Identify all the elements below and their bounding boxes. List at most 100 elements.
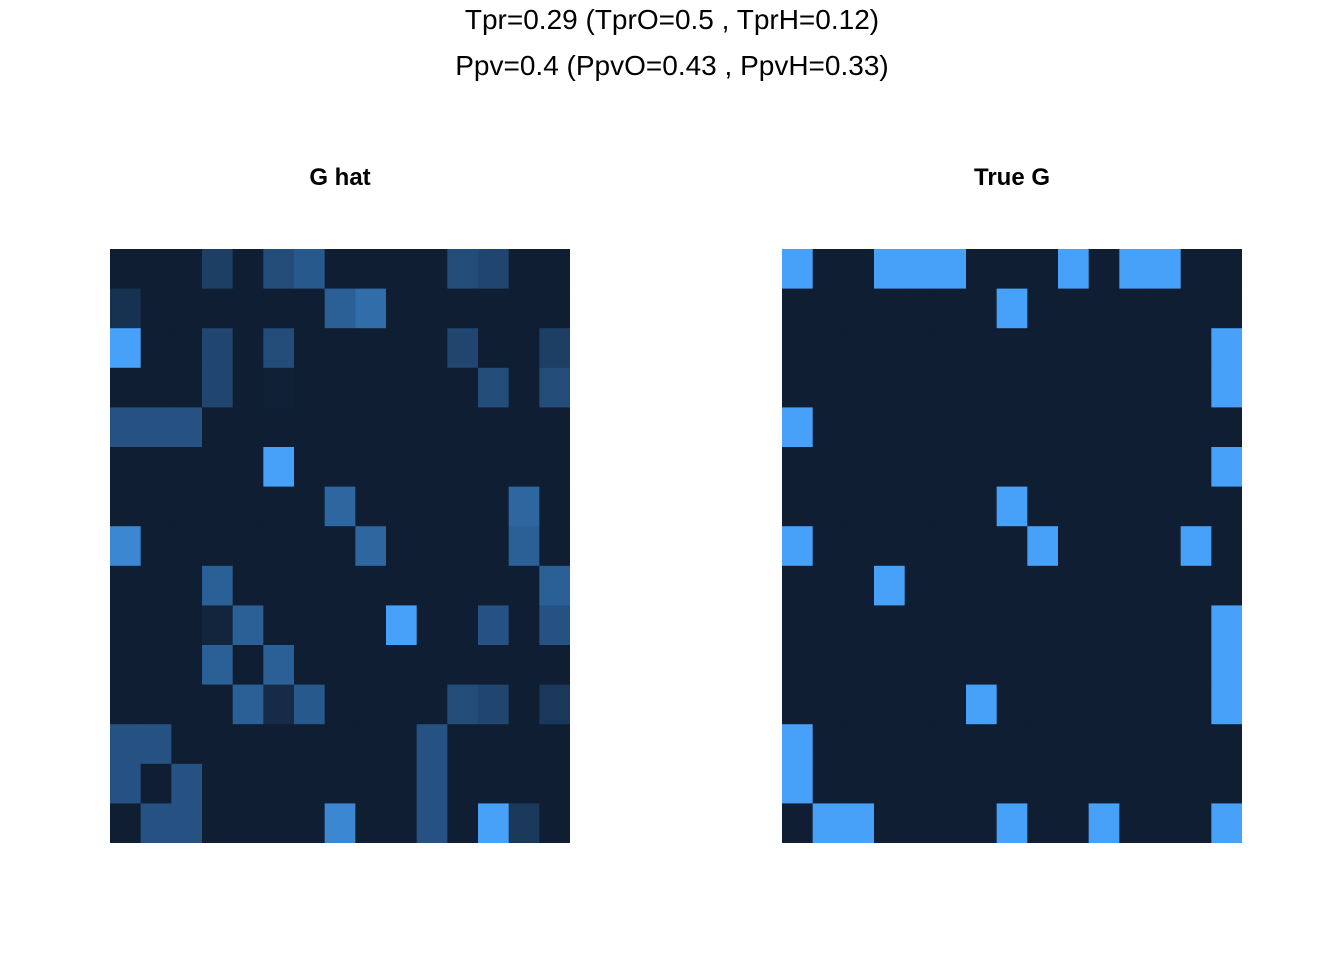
- heatmap-cell: [263, 367, 295, 408]
- heatmap-cell: [1058, 684, 1090, 725]
- heatmap-cell: [1119, 605, 1151, 646]
- heatmap-cell: [232, 249, 264, 290]
- heatmap-cell: [1150, 288, 1182, 329]
- heatmap-cell: [782, 763, 814, 804]
- heatmap-cell: [1211, 486, 1242, 527]
- heatmap-cell: [843, 684, 875, 725]
- heatmap-cell: [416, 724, 448, 765]
- heatmap-cell: [966, 605, 998, 646]
- heatmap-cell: [539, 763, 570, 804]
- heatmap-cell: [1027, 605, 1059, 646]
- heatmap-cell: [843, 803, 875, 843]
- heatmap-cell: [202, 288, 234, 329]
- heatmap-cell: [110, 645, 142, 686]
- heatmap-cell: [1027, 367, 1059, 408]
- heatmap-cell: [478, 407, 510, 448]
- heatmap-cell: [1058, 288, 1090, 329]
- heatmap-cell: [110, 407, 142, 448]
- heatmap-cell: [478, 724, 510, 765]
- heatmap-cell: [966, 803, 998, 843]
- heatmap-cell: [324, 605, 356, 646]
- heatmap-cell: [171, 486, 203, 527]
- heatmap-cell: [171, 328, 203, 369]
- heatmap-cell: [996, 763, 1028, 804]
- heatmap-cell: [416, 645, 448, 686]
- heatmap-cell: [1180, 249, 1212, 290]
- heatmap-cell: [202, 328, 234, 369]
- heatmap-cell: [782, 407, 814, 448]
- heatmap-cell: [1211, 645, 1242, 686]
- heatmap-true-g: [782, 249, 1242, 843]
- heatmap-cell: [904, 367, 936, 408]
- heatmap-cell: [140, 288, 172, 329]
- heatmap-cell: [1088, 803, 1120, 843]
- heatmap-cell: [324, 288, 356, 329]
- heatmap-cell: [508, 288, 540, 329]
- heatmap-cell: [202, 684, 234, 725]
- heatmap-cell: [263, 407, 295, 448]
- heatmap-cell: [1211, 328, 1242, 369]
- heatmap-cell: [232, 684, 264, 725]
- heatmap-cell: [263, 684, 295, 725]
- heatmap-cell: [904, 249, 936, 290]
- heatmap-cell: [1088, 288, 1120, 329]
- heatmap-cell: [171, 763, 203, 804]
- heatmap-cell: [935, 526, 967, 567]
- heatmap-cell: [966, 763, 998, 804]
- figure-title-line-1: Tpr=0.29 (TprO=0.5 , TprH=0.12): [464, 4, 880, 35]
- heatmap-cell: [904, 565, 936, 606]
- heatmap-cell: [447, 249, 479, 290]
- heatmap-cell: [1058, 407, 1090, 448]
- heatmap-cell: [386, 367, 418, 408]
- heatmap-cell: [263, 447, 295, 488]
- heatmap-cell: [812, 407, 844, 448]
- heatmap-cell: [232, 605, 264, 646]
- heatmap-cell: [355, 328, 387, 369]
- heatmap-cell: [508, 645, 540, 686]
- heatmap-cell: [874, 763, 906, 804]
- heatmap-cell: [1211, 684, 1242, 725]
- heatmap-cell: [996, 605, 1028, 646]
- heatmap-cell: [843, 565, 875, 606]
- heatmap-cell: [416, 249, 448, 290]
- heatmap-cell: [782, 367, 814, 408]
- heatmap-cell: [874, 645, 906, 686]
- heatmap-cell: [140, 803, 172, 843]
- heatmap-cell: [140, 367, 172, 408]
- heatmap-cell: [782, 288, 814, 329]
- heatmap-cell: [1150, 407, 1182, 448]
- heatmap-cell: [232, 367, 264, 408]
- heatmap-cell: [874, 684, 906, 725]
- heatmap-cell: [904, 526, 936, 567]
- heatmap-cell: [996, 803, 1028, 843]
- heatmap-cell: [812, 447, 844, 488]
- heatmap-cell: [935, 724, 967, 765]
- heatmap-cell: [386, 565, 418, 606]
- heatmap-cell: [1211, 724, 1242, 765]
- heatmap-cell: [966, 645, 998, 686]
- heatmap-cell: [1058, 486, 1090, 527]
- heatmap-cell: [996, 645, 1028, 686]
- heatmap-cell: [263, 645, 295, 686]
- heatmap-cell: [416, 526, 448, 567]
- heatmap-cell: [355, 367, 387, 408]
- heatmap-cell: [935, 763, 967, 804]
- heatmap-cell: [1211, 565, 1242, 606]
- heatmap-cell: [539, 565, 570, 606]
- heatmap-cell: [202, 249, 234, 290]
- heatmap-cell: [1027, 724, 1059, 765]
- heatmap-cell: [386, 684, 418, 725]
- heatmap-cell: [294, 486, 326, 527]
- heatmap-cell: [324, 407, 356, 448]
- heatmap-cell: [324, 763, 356, 804]
- heatmap-cell: [294, 565, 326, 606]
- heatmap-cell: [1027, 763, 1059, 804]
- heatmap-cell: [294, 367, 326, 408]
- heatmap-cell: [232, 526, 264, 567]
- heatmap-cell: [1058, 724, 1090, 765]
- heatmap-cell: [478, 288, 510, 329]
- heatmap-cell: [478, 328, 510, 369]
- heatmap-cell: [386, 645, 418, 686]
- heatmap-cell: [996, 724, 1028, 765]
- heatmap-cell: [202, 447, 234, 488]
